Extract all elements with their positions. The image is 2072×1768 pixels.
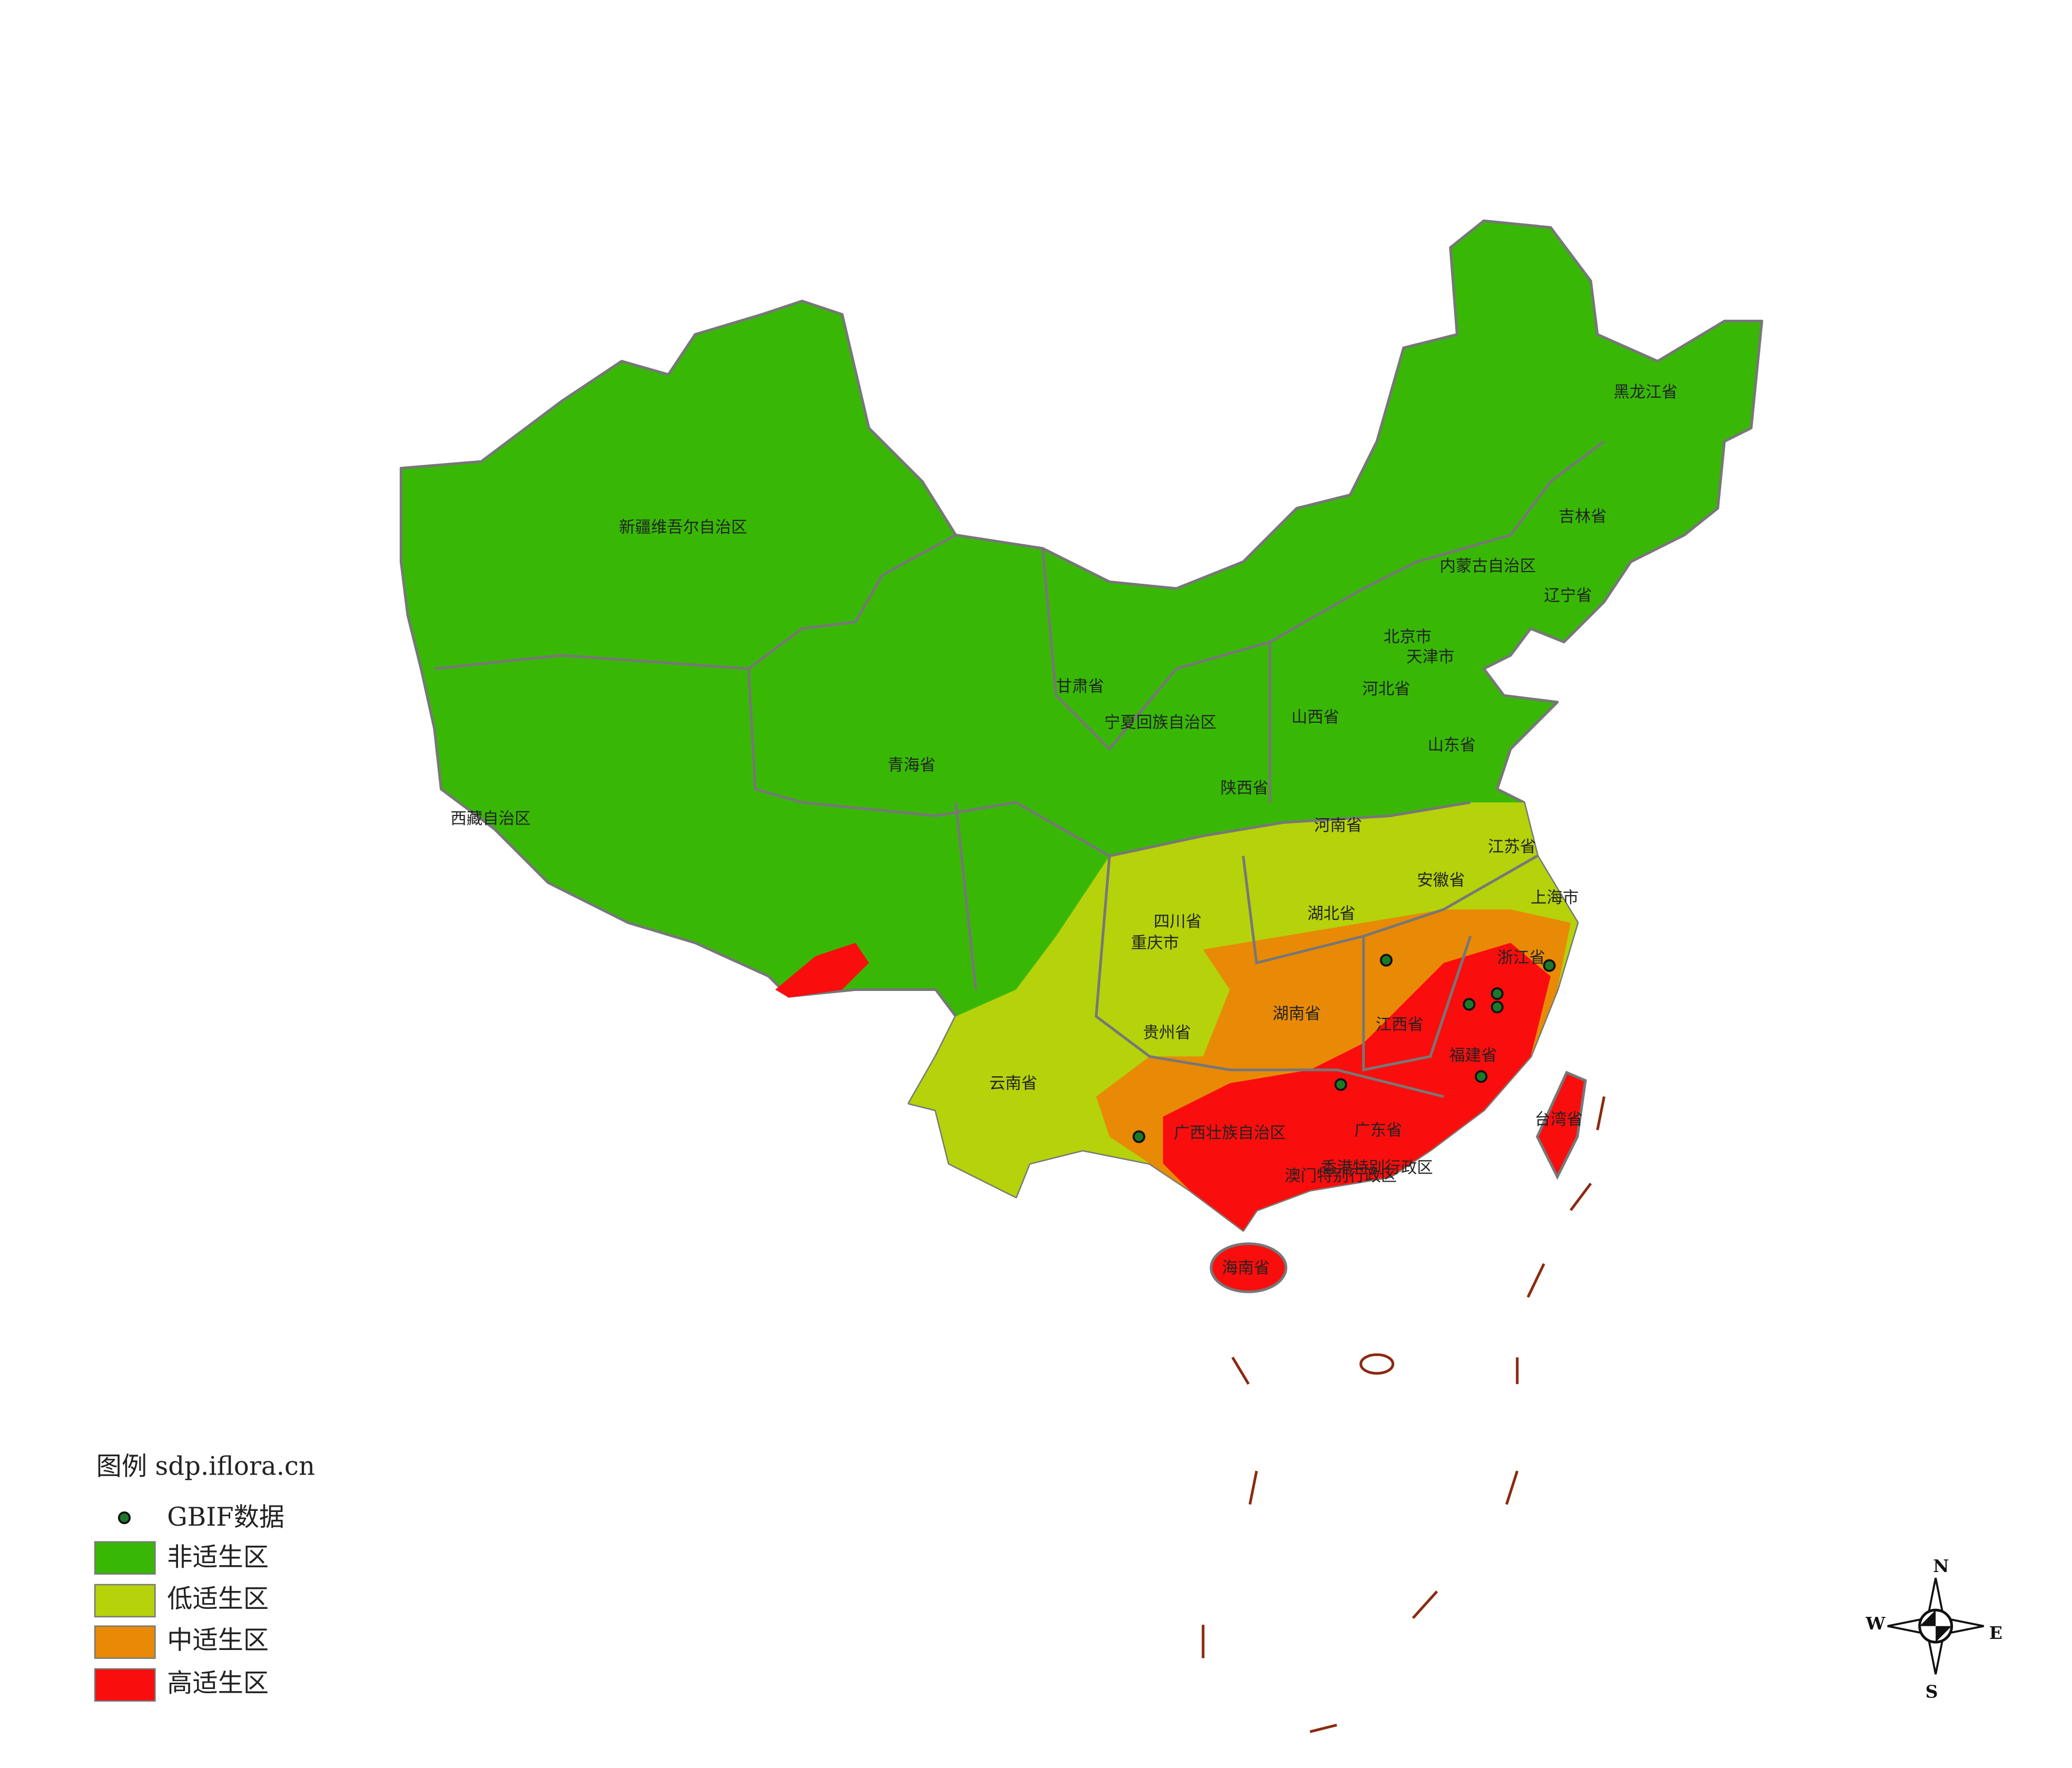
province-label: 山东省 [1428, 736, 1476, 755]
legend-title: 图例 sdp.iflora.cn [96, 1452, 315, 1481]
province-label: 湖南省 [1272, 1005, 1320, 1024]
province-label: 宁夏回族自治区 [1104, 713, 1217, 732]
province-label: 北京市 [1384, 628, 1432, 646]
gbif-point [1491, 1000, 1504, 1014]
province-label: 云南省 [989, 1075, 1037, 1093]
province-label: 吉林省 [1558, 508, 1606, 526]
province-label: 黑龙江省 [1613, 384, 1678, 402]
province-label: 澳门特别行政区 [1285, 1167, 1397, 1185]
province-label: 上海市 [1531, 889, 1578, 907]
gbif-point [1132, 1130, 1146, 1143]
compass-south: S [1926, 1682, 1938, 1702]
border [1362, 936, 1472, 1072]
province-label: 香港特别行政区 [1321, 1159, 1433, 1177]
dash [1201, 1096, 1606, 1733]
province-label: 江苏省 [1488, 838, 1536, 856]
legend-label: 中适生区 [167, 1626, 269, 1655]
reef [1359, 1353, 1395, 1375]
legend-label: GBIF数据 [167, 1502, 284, 1532]
province-label: 台湾省 [1535, 1111, 1583, 1129]
border [954, 802, 978, 990]
gbif-point [1379, 954, 1393, 967]
gbif-point [1475, 1070, 1488, 1083]
compass-fill [1919, 1610, 1952, 1643]
province-label: 山西省 [1291, 708, 1339, 726]
gbif-points [1132, 954, 1556, 1143]
legend-point [117, 1511, 131, 1525]
legend-swatch [94, 1668, 156, 1702]
legend-swatch [94, 1584, 156, 1618]
province-label: 湖北省 [1307, 905, 1355, 923]
province-borders [434, 440, 1605, 1098]
legend-swatch [94, 1541, 156, 1575]
province-label: 重庆市 [1131, 934, 1179, 952]
legend-label: 非适生区 [167, 1543, 269, 1572]
province-label: 广西壮族自治区 [1173, 1124, 1286, 1143]
gbif-point [1491, 987, 1504, 1000]
province-label: 陕西省 [1220, 779, 1268, 798]
province-label: 海南省 [1222, 1259, 1270, 1278]
gbif-point [1334, 1078, 1347, 1091]
high-suitability [775, 942, 869, 998]
compass-east: E [1989, 1623, 2002, 1643]
province-label: 广东省 [1354, 1122, 1402, 1140]
gbif-point [1463, 998, 1476, 1011]
border [1094, 856, 1444, 1098]
compass-west: W [1865, 1613, 1886, 1634]
compass-north: N [1933, 1556, 1949, 1576]
border [434, 534, 956, 670]
province-label: 天津市 [1406, 648, 1454, 666]
hainan [1209, 1242, 1288, 1293]
legend-label: 低适生区 [167, 1584, 269, 1614]
province-label: 福建省 [1449, 1046, 1497, 1065]
province-label: 浙江省 [1497, 949, 1545, 967]
border [1041, 440, 1605, 751]
legend-swatch [94, 1625, 156, 1659]
taiwan [1535, 1070, 1587, 1180]
legend-label: 高适生区 [167, 1668, 269, 1698]
province-label: 河北省 [1362, 680, 1410, 699]
province-label: 贵州省 [1143, 1024, 1191, 1042]
province-label: 安徽省 [1417, 871, 1465, 890]
province-label: 江西省 [1376, 1016, 1424, 1034]
province-label: 西藏自治区 [450, 810, 530, 828]
legend: 图例 sdp.iflora.cn GBIF数据 非适生区 低适生区 中适生区 高… [94, 1452, 315, 1702]
province-label: 辽宁省 [1544, 586, 1592, 605]
province-label: 内蒙古自治区 [1440, 557, 1536, 575]
province-label: 四川省 [1153, 913, 1201, 931]
sea-lines [1201, 1096, 1606, 1733]
province-label: 甘肃省 [1056, 677, 1104, 696]
gbif-point [1543, 959, 1556, 972]
province-label: 河南省 [1314, 817, 1362, 835]
high-suitability [1163, 942, 1551, 1231]
province-label: 青海省 [887, 757, 935, 775]
compass: N S E W [1865, 1556, 2002, 1702]
border [747, 669, 1471, 858]
province-label: 新疆维吾尔自治区 [619, 518, 747, 537]
